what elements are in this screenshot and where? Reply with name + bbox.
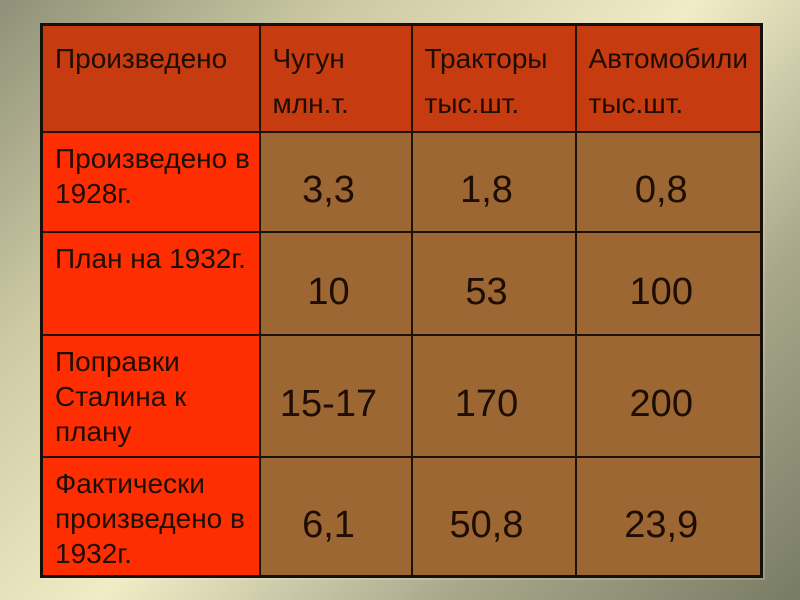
value-cell: 200 — [574, 333, 763, 458]
header-unit: млн.т. — [272, 88, 349, 120]
value-cell: 6,1 — [258, 455, 413, 578]
row-label-stalin-amendments: Поправки Сталина к плану — [40, 333, 261, 458]
header-label: Произведено — [55, 43, 228, 74]
value-cell: 10 — [258, 230, 413, 336]
table-row: Поправки Сталина к плану 15-17 170 200 — [40, 333, 763, 458]
table-row: План на 1932г. 10 53 100 — [40, 230, 763, 336]
row-label-produced-1928: Произведено в 1928г. — [40, 130, 261, 233]
table-row: Произведено в 1928г. 3,3 1,8 0,8 — [40, 130, 763, 233]
header-unit: тыс.шт. — [588, 88, 684, 120]
row-label-actual-1932: Фактически произведено в 1932г. — [40, 455, 261, 578]
header-cell-produced: Произведено — [40, 23, 261, 133]
table-row: Фактически произведено в 1932г. 6,1 50,8… — [40, 455, 763, 578]
header-label: Чугун — [272, 43, 345, 74]
header-unit: тыс.шт. — [424, 88, 520, 120]
production-table: Произведено Чугун млн.т. Тракторы тыс.шт… — [40, 23, 763, 578]
value-cell: 100 — [574, 230, 763, 336]
value-cell: 53 — [410, 230, 577, 336]
value-cell: 15-17 — [258, 333, 413, 458]
header-label: Тракторы — [424, 43, 548, 74]
value-cell: 1,8 — [410, 130, 577, 233]
header-label: Автомобили — [588, 43, 749, 74]
value-cell: 3,3 — [258, 130, 413, 233]
header-cell-automobiles: Автомобили тыс.шт. — [574, 23, 763, 133]
table-header-row: Произведено Чугун млн.т. Тракторы тыс.шт… — [40, 23, 763, 133]
value-cell: 50,8 — [410, 455, 577, 578]
row-label-plan-1932: План на 1932г. — [40, 230, 261, 336]
value-cell: 0,8 — [574, 130, 763, 233]
value-cell: 170 — [410, 333, 577, 458]
header-cell-pig-iron: Чугун млн.т. — [258, 23, 413, 133]
header-cell-tractors: Тракторы тыс.шт. — [410, 23, 577, 133]
value-cell: 23,9 — [574, 455, 763, 578]
